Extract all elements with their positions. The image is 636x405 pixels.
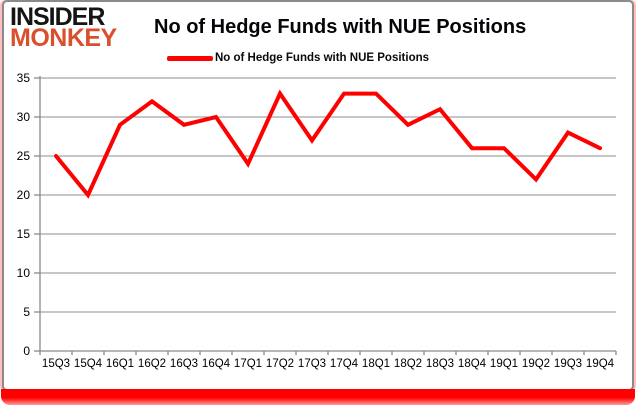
x-axis-tick-label: 16Q4 (202, 358, 231, 370)
x-axis-tick-label: 18Q4 (458, 358, 487, 370)
y-axis-tick-label: 5 (23, 305, 30, 319)
x-axis-tick-label: 18Q2 (394, 358, 422, 370)
bottom-red-bar (1, 389, 635, 405)
x-axis-tick-label: 19Q4 (586, 358, 615, 370)
y-axis-tick-label: 25 (17, 149, 31, 163)
x-axis-tick-label: 17Q4 (330, 358, 359, 370)
y-axis-tick-label: 15 (17, 227, 31, 241)
x-axis-tick-label: 16Q3 (170, 358, 198, 370)
y-axis-tick-label: 0 (23, 344, 30, 358)
x-axis-tick-label: 18Q3 (426, 358, 454, 370)
chart-card: INSIDER MONKEY No of Hedge Funds with NU… (2, 0, 634, 391)
x-axis-tick-label: 16Q1 (106, 358, 134, 370)
chart-title: No of Hedge Funds with NUE Positions (154, 16, 527, 38)
x-axis-tick-label: 19Q1 (490, 358, 518, 370)
insider-monkey-logo: INSIDER MONKEY (10, 3, 148, 52)
chart-header: INSIDER MONKEY No of Hedge Funds with NU… (4, 2, 632, 52)
x-axis-tick-label: 15Q3 (42, 358, 70, 370)
y-axis-tick-label: 20 (17, 188, 31, 202)
x-axis-tick-label: 15Q4 (74, 358, 103, 370)
x-axis-tick-label: 18Q1 (362, 358, 390, 370)
x-axis-tick-label: 19Q2 (522, 358, 550, 370)
x-axis-tick-label: 17Q3 (298, 358, 326, 370)
logo-line-monkey: MONKEY (10, 24, 117, 52)
logo-line-insider: INSIDER (10, 3, 105, 31)
x-axis-tick-label: 17Q2 (266, 358, 294, 370)
series-line (54, 89, 602, 199)
chart-legend: No of Hedge Funds with NUE Positions (4, 52, 592, 64)
legend-line-swatch (166, 55, 213, 61)
x-axis-tick-label: 19Q3 (554, 358, 582, 370)
y-axis-tick-label: 35 (17, 71, 31, 85)
legend-label: No of Hedge Funds with NUE Positions (214, 52, 430, 64)
y-axis-tick-label: 10 (17, 266, 31, 280)
x-axis-tick-label: 16Q2 (138, 358, 166, 370)
x-axis-tick-label: 17Q1 (234, 358, 262, 370)
y-axis-tick-label: 30 (17, 110, 31, 124)
